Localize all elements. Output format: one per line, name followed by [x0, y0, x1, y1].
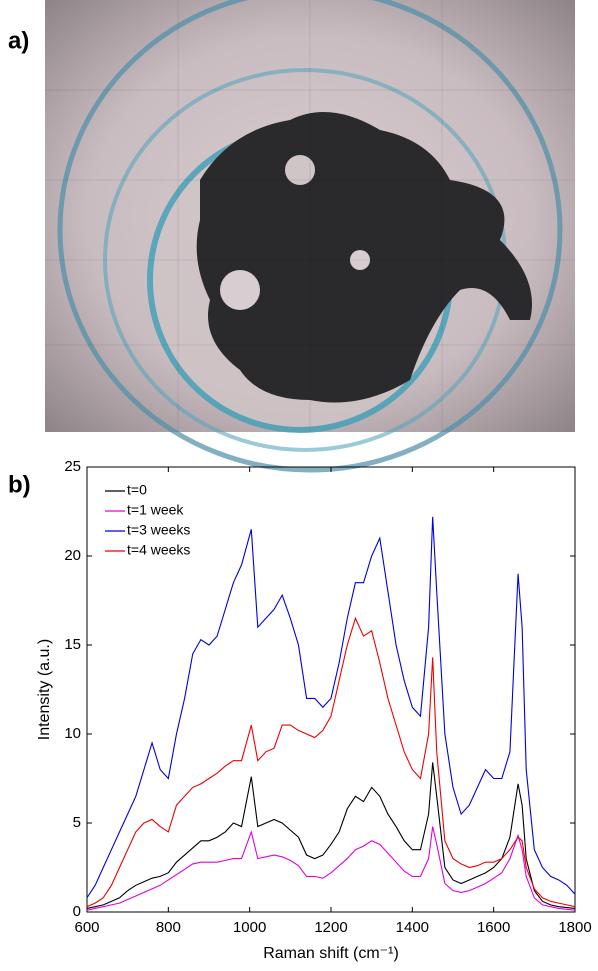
x-tick-label: 600 — [74, 919, 99, 936]
series-line — [87, 618, 575, 906]
plot: 0 5 10 15 20 25 600 800 1000 1200 1400 1600 1800 Rama… — [36, 458, 591, 962]
legend-label: t=0 — [127, 482, 147, 498]
series-line — [87, 517, 575, 898]
y-tick-label: 5 — [73, 814, 81, 831]
y-tick-label: 0 — [73, 903, 81, 920]
y-tick-label: 10 — [64, 725, 81, 742]
y-tick-label: 25 — [64, 458, 81, 475]
y-axis-label: Intensity (a.u.) — [36, 639, 53, 740]
x-tick-label: 800 — [156, 919, 181, 936]
x-tick-label: 1600 — [477, 919, 510, 936]
figure: a) b) 0 5 10 15 20 25 600 800 1000 1200 1400 1600 18… — [0, 0, 598, 966]
series-line — [87, 827, 575, 911]
x-axis-label: Raman shift (cm⁻¹) — [263, 945, 399, 962]
legend-label: t=4 weeks — [127, 542, 190, 558]
micrograph — [45, 0, 575, 470]
series-line — [87, 762, 575, 908]
x-tick-label: 1800 — [558, 919, 591, 936]
x-tick-label: 1000 — [233, 919, 266, 936]
legend-label: t=3 weeks — [127, 522, 190, 538]
x-tick-label: 1200 — [314, 919, 347, 936]
panel-label: b) — [8, 471, 31, 498]
panel-label: a) — [8, 27, 29, 54]
y-tick-label: 20 — [64, 547, 81, 564]
legend-label: t=1 week — [127, 502, 184, 518]
y-tick-label: 15 — [64, 636, 81, 653]
x-tick-label: 1400 — [396, 919, 429, 936]
page: a) b) 0 5 10 15 20 25 600 800 1000 1200 1400 1600 18… — [0, 0, 598, 971]
